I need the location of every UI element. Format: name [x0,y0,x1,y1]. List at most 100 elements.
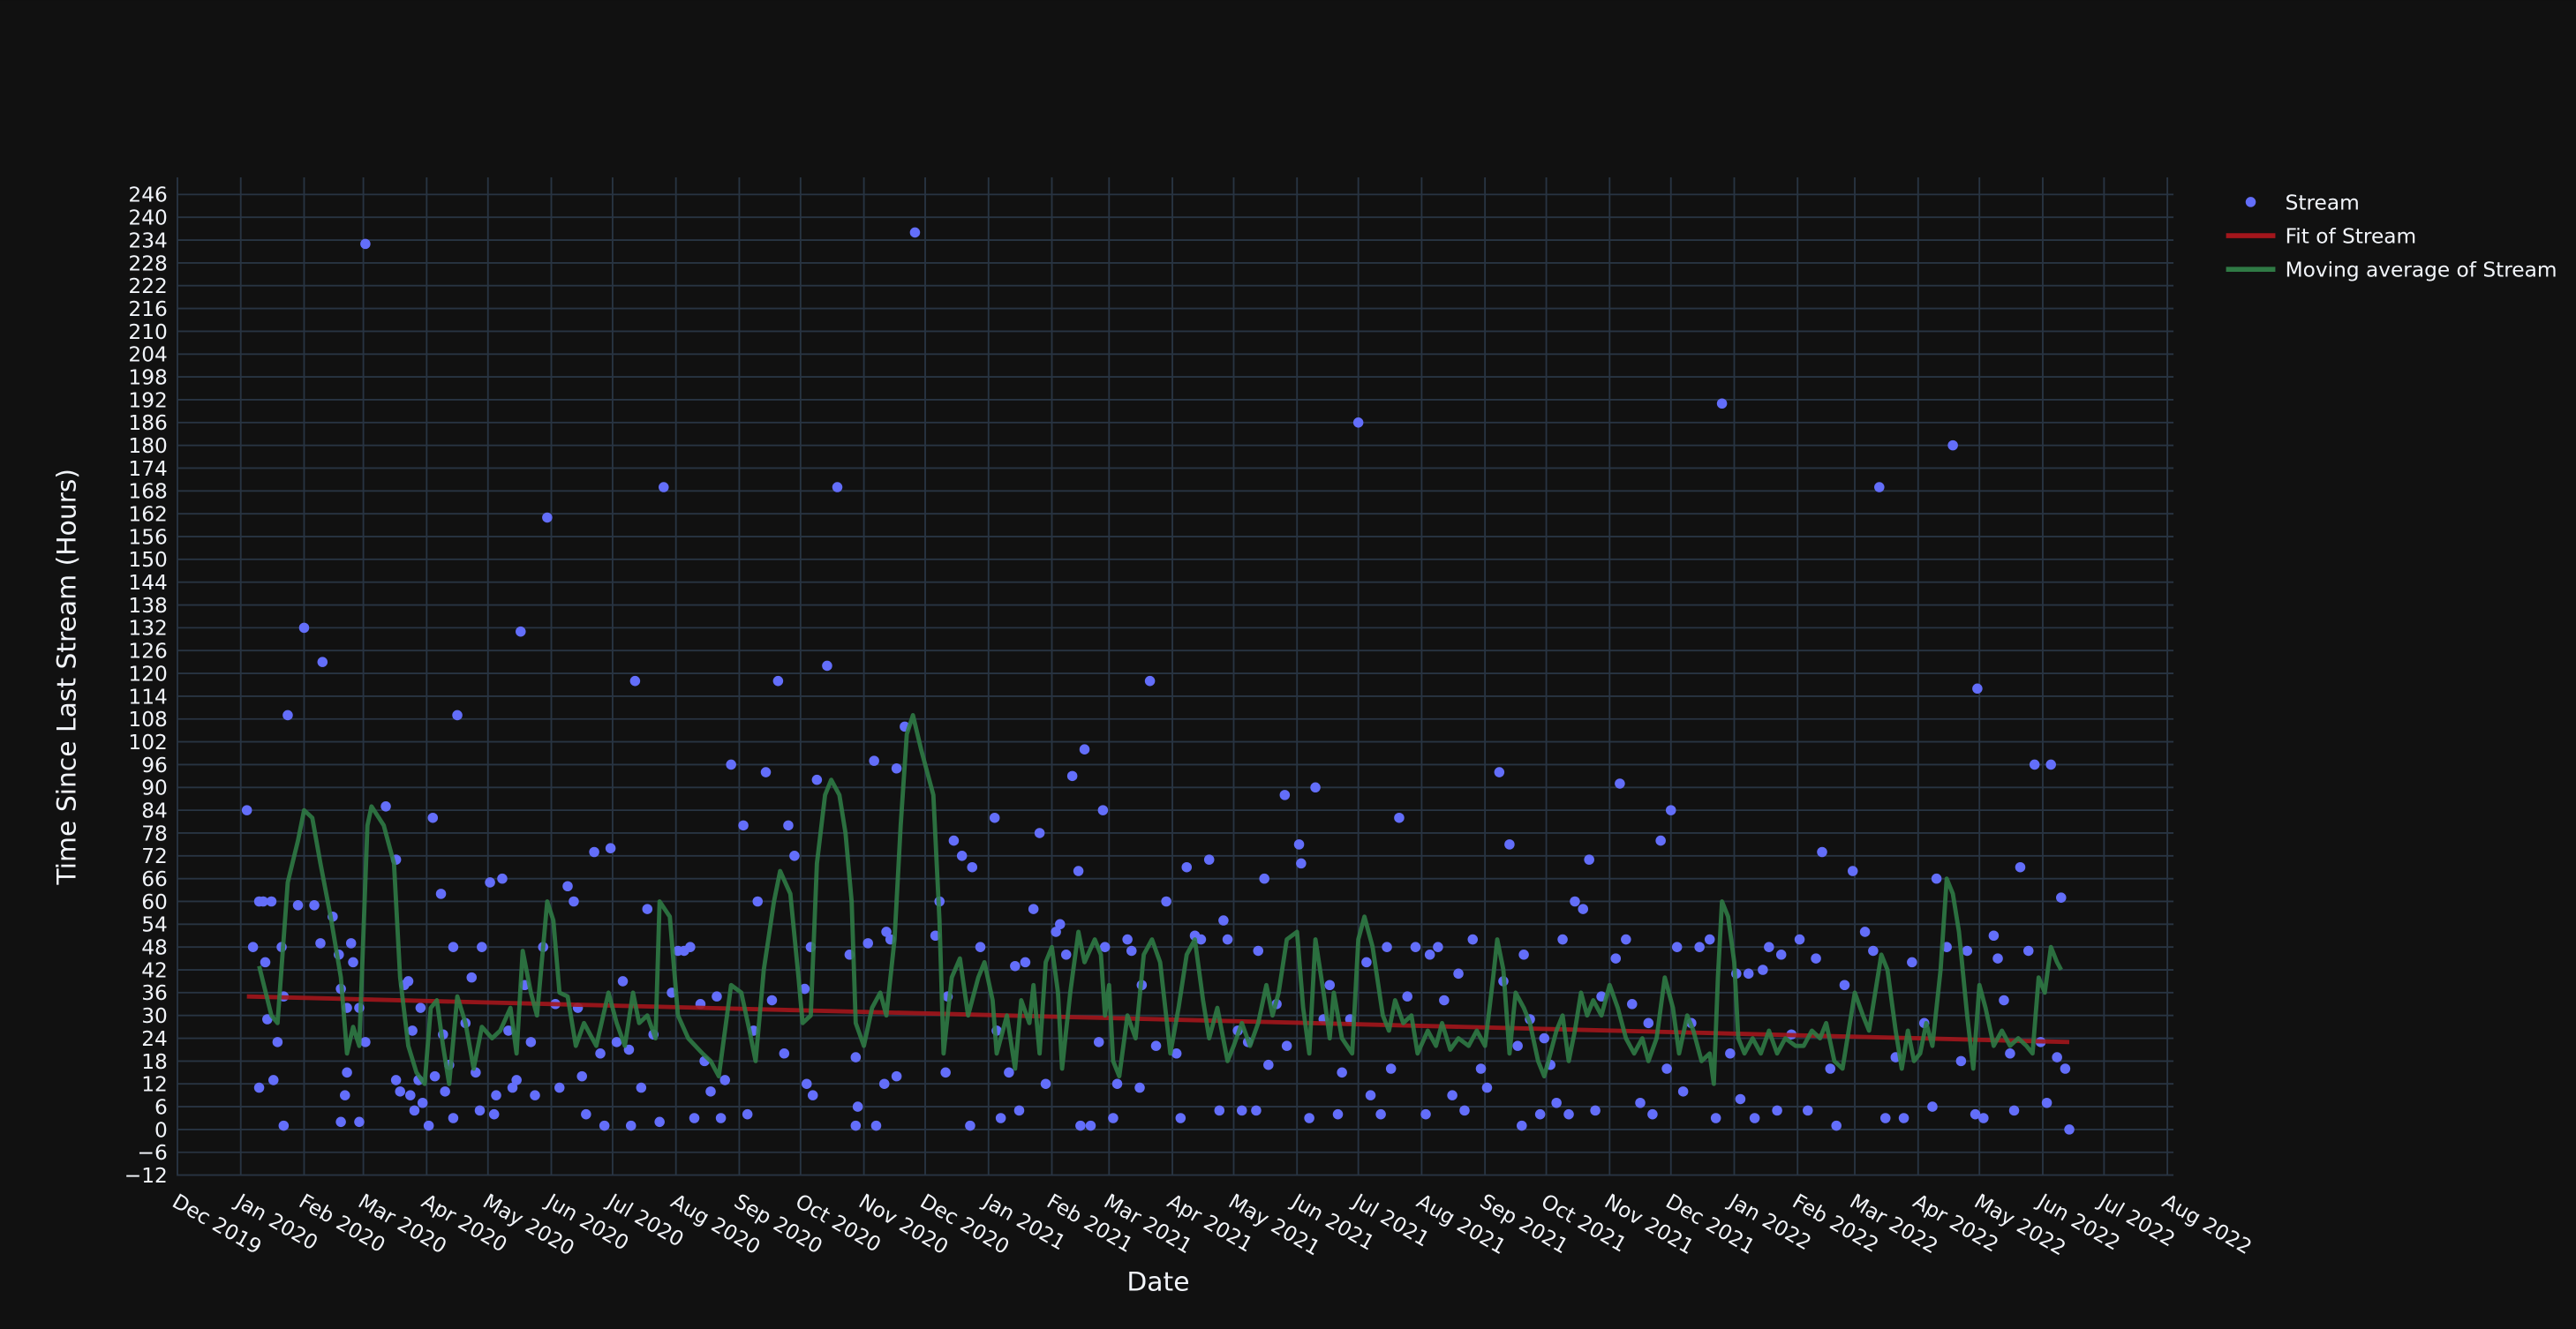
data-point [1111,1078,1123,1089]
data-point [1677,1086,1689,1097]
data-point [1028,904,1039,914]
data-point [1051,927,1061,937]
data-point [1970,1108,1981,1120]
data-point [1874,482,1885,492]
data-point [1475,1063,1487,1074]
data-point [881,927,892,937]
data-point [554,1082,565,1093]
data-point [1020,957,1031,968]
data-point [1222,934,1233,945]
data-point [1004,1067,1014,1078]
data-point [832,482,843,492]
data-point [1972,683,1983,695]
data-point [525,1037,537,1047]
legend-label: Moving average of Stream [2286,259,2557,282]
data-point [852,1101,863,1112]
y-tick-label: 132 [128,617,167,641]
data-point [975,942,986,952]
data-point [1085,1120,1096,1131]
line [257,713,2063,1086]
data-point [427,812,439,823]
data-point [705,1086,716,1097]
data-point [258,896,268,907]
data-point [417,1097,428,1108]
y-tick-label: 126 [128,640,167,664]
data-point [726,759,736,770]
data-point [1481,1082,1493,1093]
y-tick-label: 192 [128,388,167,412]
y-tick-label: 78 [141,822,168,845]
y-tick-label: 222 [128,274,167,298]
data-point [617,976,629,987]
data-point [2045,759,2056,770]
data-point [1868,945,1879,957]
data-point [909,227,921,238]
data-point [1099,942,1111,952]
y-tick-label: 120 [128,662,167,686]
y-tick-label: 54 [141,913,168,937]
data-point [611,1037,622,1047]
data-point [1054,919,1066,930]
data-point [654,1116,665,1128]
y-tick-label: 180 [128,434,167,458]
data-point [1108,1113,1119,1123]
data-point [715,1113,727,1123]
data-point [309,900,320,911]
y-tick-label: 30 [141,1004,168,1028]
y-tick-label: 72 [141,845,168,868]
data-point [1066,770,1078,782]
data-point [1161,896,1171,907]
data-point [1447,1090,1457,1100]
data-point [1811,953,1821,964]
data-point [822,660,832,672]
data-point [1621,934,1631,945]
data-point [1694,942,1705,952]
data-point [488,1108,500,1120]
data-point [282,710,293,721]
data-point [1557,934,1568,945]
data-point [850,1120,862,1131]
data-point [1310,782,1321,793]
data-point [956,851,968,861]
legend: Stream Fit of Stream Moving average of Str… [2226,191,2557,282]
data-point [2022,945,2034,957]
data-point [1034,828,1045,838]
data-point [1439,995,1450,1006]
data-point [266,896,277,907]
y-tick-label: 186 [128,411,167,435]
data-point [1040,1078,1051,1089]
y-tick-label: 42 [141,958,168,982]
data-point [1764,942,1774,952]
data-point [948,835,960,846]
data-point [1332,1108,1344,1120]
data-point [685,942,696,952]
data-point [1304,1113,1314,1123]
data-point [1831,1120,1842,1131]
y-tick-label: 36 [141,981,168,1005]
data-point [589,846,599,858]
data-point [1772,1105,1782,1116]
y-tick-label: 168 [128,480,167,504]
data-point [1704,934,1715,945]
y-tick-label: 216 [128,297,167,321]
data-point [2029,759,2040,770]
y-tick-label: 18 [141,1050,168,1074]
data-point [1279,790,1291,800]
y-tick-label: 228 [128,252,167,275]
data-point [891,762,902,774]
data-point [247,942,259,952]
data-point [1259,873,1269,884]
data-point [1214,1105,1225,1116]
data-point [1402,991,1412,1002]
data-point [940,1067,951,1078]
data-point [1382,942,1392,952]
data-point [278,1120,290,1131]
data-point [2052,1052,2062,1062]
data-point [1467,934,1479,945]
y-tick-label: −6 [138,1141,168,1165]
data-point [1060,950,1072,960]
data-point [1504,839,1515,850]
data-point [869,755,879,766]
data-point [253,1082,265,1093]
